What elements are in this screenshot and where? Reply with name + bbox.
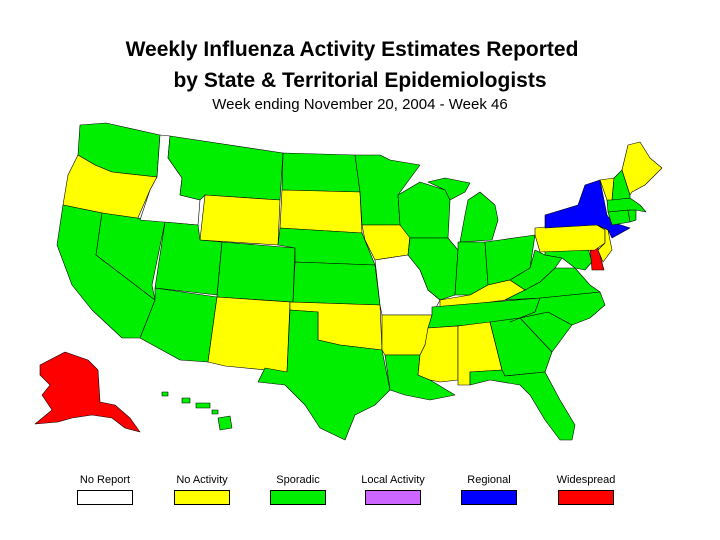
state-CT	[607, 209, 631, 226]
title-line-2: by State & Territorial Epidemiologists	[173, 69, 547, 92]
legend-swatch	[77, 490, 133, 505]
legend-local-activity: Local Activity	[343, 474, 443, 505]
state-NJ	[596, 224, 613, 263]
state-TX	[257, 309, 391, 441]
title-line-1: Weekly Influenza Activity Estimates Repo…	[125, 38, 579, 61]
state-WY	[199, 194, 281, 246]
legend-label: Regional	[467, 474, 511, 486]
legend-label: Local Activity	[361, 474, 425, 486]
legend-swatch	[558, 490, 614, 505]
state-FL	[469, 369, 576, 441]
subtitle: Week ending November 20, 2004 - Week 46	[212, 96, 508, 113]
legend-swatch	[174, 490, 230, 505]
legend-swatch	[365, 490, 421, 505]
state-AK	[34, 351, 141, 433]
state-CO	[216, 241, 296, 303]
state-NC	[509, 291, 606, 326]
state-WV	[509, 249, 563, 291]
legend-swatch	[461, 490, 517, 505]
legend-swatch	[270, 490, 326, 505]
legend-label: No Activity	[176, 474, 228, 486]
state-ME	[621, 141, 663, 196]
state-NH	[611, 169, 631, 201]
state-MI	[427, 177, 499, 243]
legend-sporadic: Sporadic	[248, 474, 348, 505]
legend-label: No Report	[79, 474, 131, 486]
legend-regional: Regional	[439, 474, 539, 505]
legend-no-report: No Report	[55, 474, 155, 505]
state-MT	[167, 135, 284, 201]
state-ND	[281, 152, 361, 193]
state-KS	[292, 261, 381, 306]
legend-label: Widespread	[556, 474, 616, 486]
legend-label: Sporadic	[276, 474, 320, 486]
legend-no-activity: No Activity	[152, 474, 252, 505]
state-WI	[397, 181, 451, 239]
state-HI	[161, 391, 233, 431]
state-MA	[606, 197, 647, 213]
legend-widespread: Widespread	[536, 474, 636, 505]
state-NY	[544, 179, 631, 239]
state-IN	[454, 241, 489, 296]
state-NM	[207, 296, 291, 373]
state-SD	[279, 189, 363, 234]
